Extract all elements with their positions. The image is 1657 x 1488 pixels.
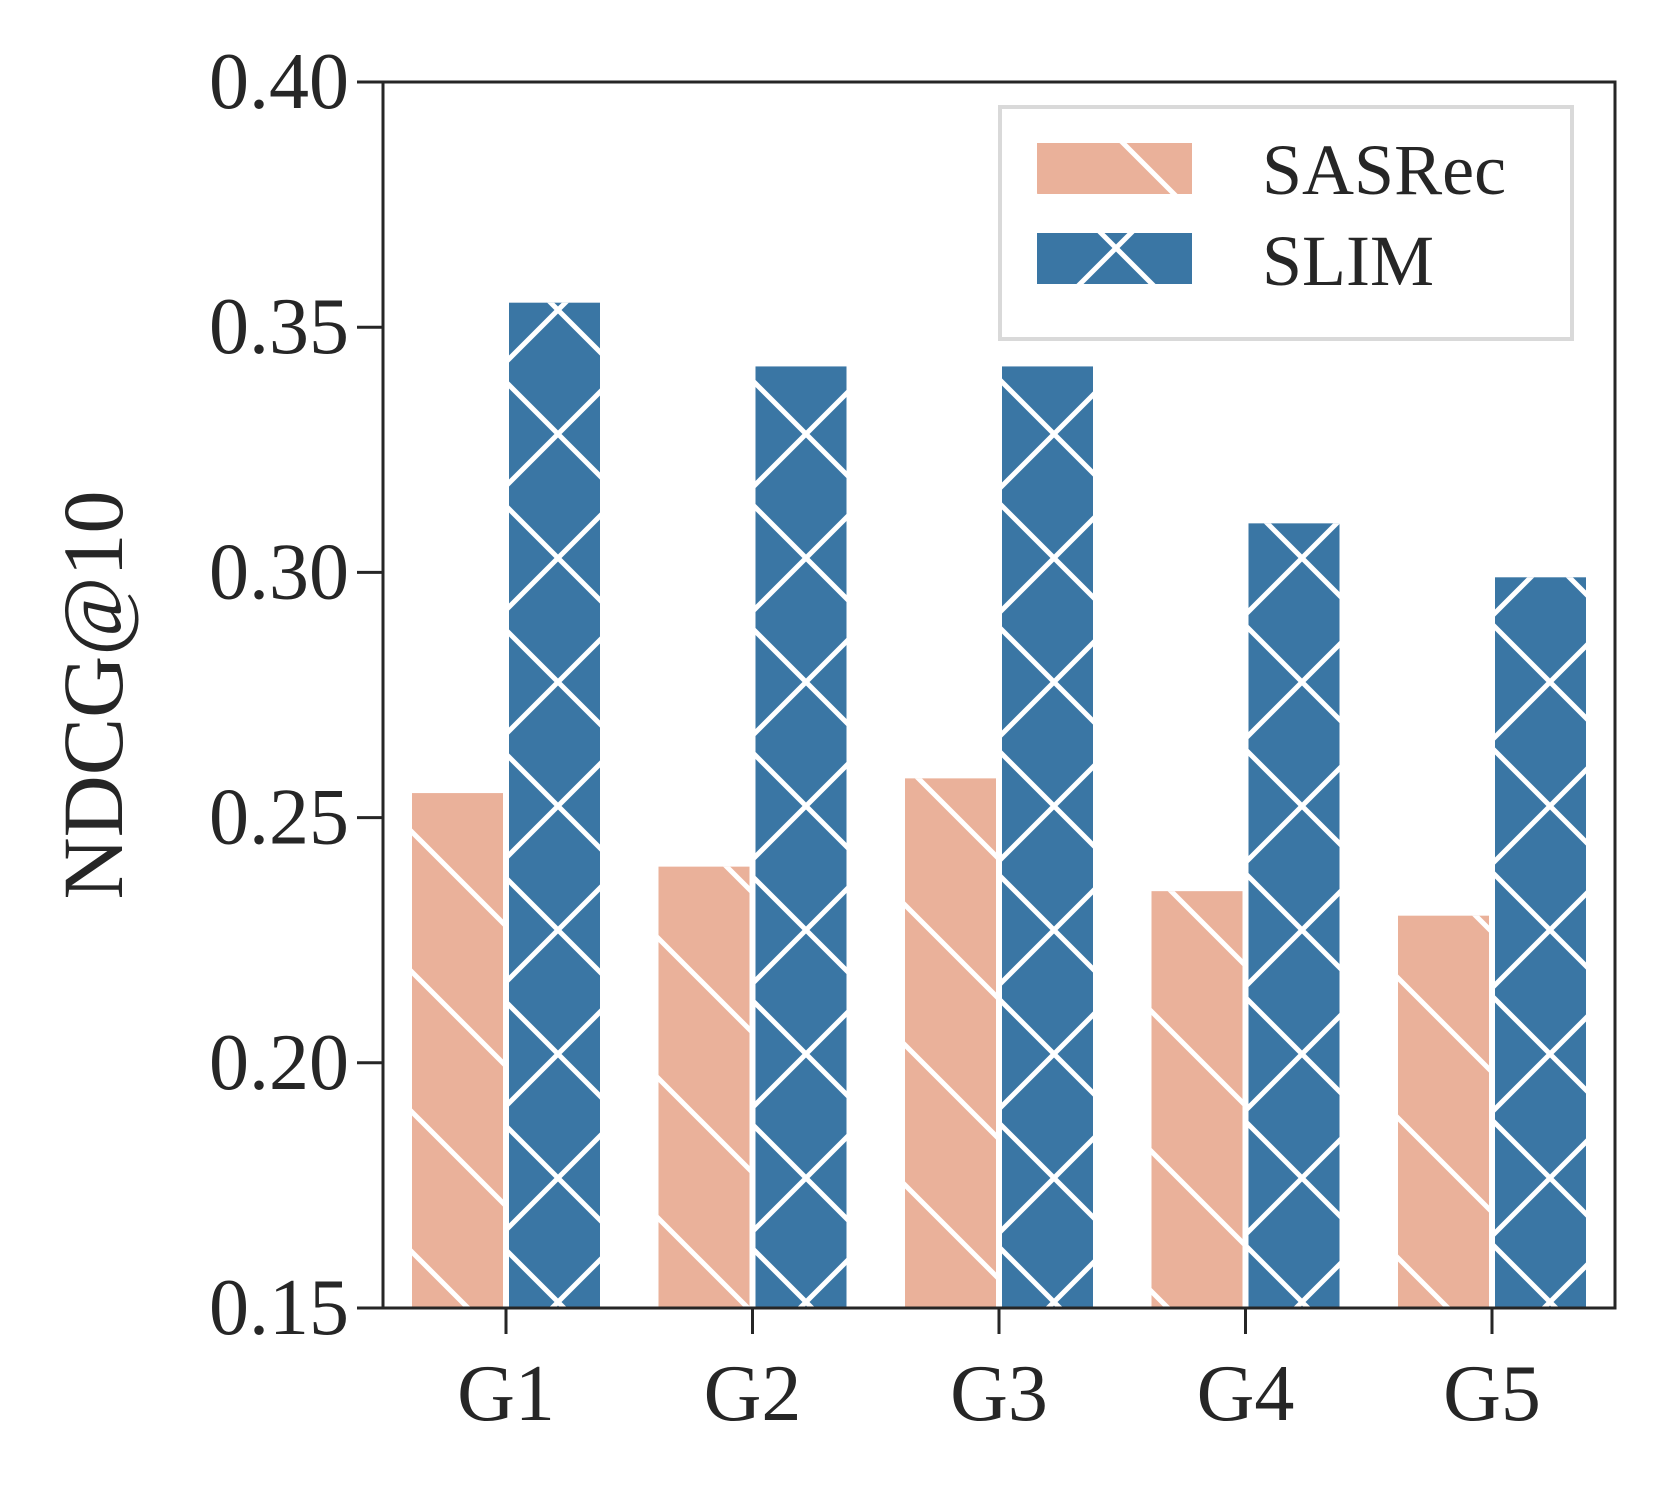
y-tick-label: 0.20 <box>209 1019 349 1107</box>
legend-swatch-hatch <box>1037 233 1192 284</box>
legend-frame <box>998 105 1574 341</box>
y-tick-label: 0.35 <box>209 283 349 371</box>
y-axis-ticks: 0.15 0.20 0.25 0.30 0.35 0.40 <box>209 38 383 1352</box>
x-tick-label: G5 <box>1443 1350 1541 1438</box>
bar-hatch-sasrec-g5 <box>1398 915 1489 1308</box>
legend-label-sasrec: SASRec <box>1262 130 1506 210</box>
bar-hatch-sasrec-g2 <box>658 866 750 1308</box>
x-tick-label: G3 <box>950 1350 1048 1438</box>
y-tick-label: 0.25 <box>209 774 349 862</box>
bar-hatch-slim-g5 <box>1495 577 1586 1308</box>
bar-hatch-slim-g4 <box>1248 523 1340 1308</box>
x-tick-label: G1 <box>457 1350 555 1438</box>
y-axis-label: NDCG@10 <box>45 491 141 900</box>
y-tick-label: 0.15 <box>209 1264 349 1352</box>
legend-label-slim: SLIM <box>1262 221 1434 301</box>
bar-hatch-slim-g1 <box>509 302 600 1308</box>
legend: SASRec SLIM <box>998 105 1574 341</box>
x-tick-label: G2 <box>704 1350 802 1438</box>
bar-hatch-sasrec-g3 <box>905 778 996 1308</box>
x-tick-label: G4 <box>1197 1350 1295 1438</box>
bars-group <box>412 302 1586 1308</box>
y-tick-label: 0.30 <box>209 528 349 616</box>
bar-hatch-slim-g3 <box>1002 366 1093 1308</box>
bar-hatch-sasrec-g4 <box>1151 891 1243 1308</box>
bar-hatch-sasrec-g1 <box>412 793 503 1308</box>
bar-hatch-slim-g2 <box>755 366 847 1308</box>
y-tick-label: 0.40 <box>209 38 349 126</box>
legend-swatch-hatch <box>1037 143 1192 194</box>
x-axis-ticks: G1 G2 G3 G4 G5 <box>457 1308 1541 1438</box>
